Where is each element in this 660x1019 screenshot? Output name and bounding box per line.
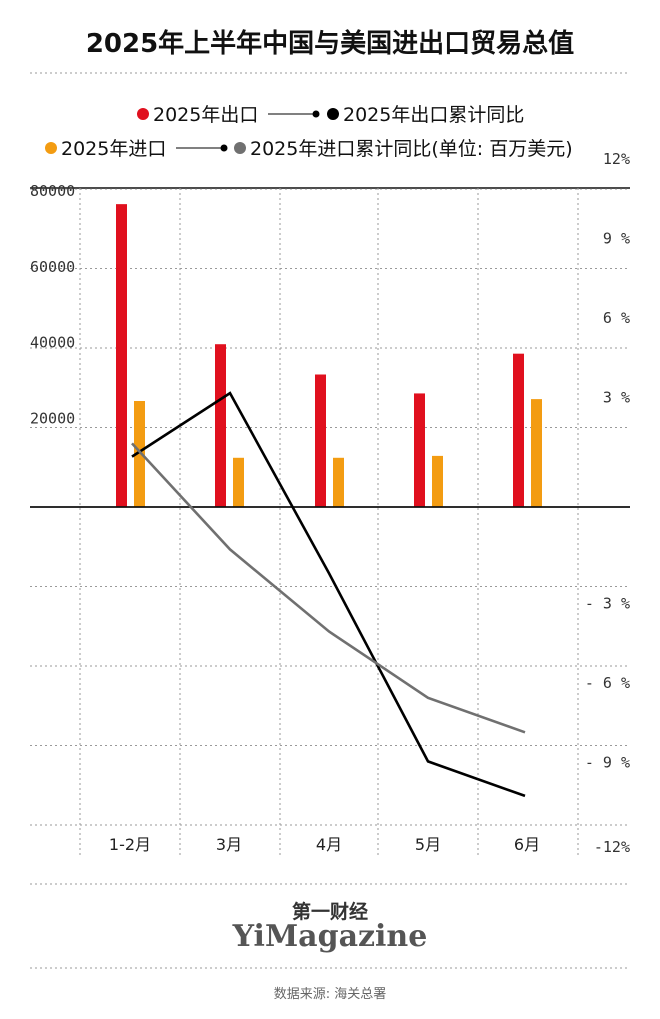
line-import-yoy xyxy=(131,442,526,734)
legend-export-yoy: 2025年出口累计同比 xyxy=(268,104,524,126)
bar-import-2 xyxy=(333,457,344,507)
legend-export-swatch xyxy=(137,108,149,120)
category-label: 6月 xyxy=(514,835,540,854)
category-label: 1-2月 xyxy=(109,835,151,854)
legend-import-yoy-text: 2025年进口累计同比 xyxy=(250,138,431,160)
legend-import-yoy-swatch xyxy=(234,142,246,154)
right-tick-label: - 9 % xyxy=(585,754,630,772)
bars xyxy=(116,204,542,507)
legend-import-label: 2025年进口 xyxy=(61,138,166,160)
legend-import-yoy: 2025年进口累计同比(单位: 百万美元) xyxy=(176,138,573,160)
legend-import: 2025年进口 xyxy=(45,138,166,160)
bar-import-3 xyxy=(432,455,443,507)
category-label: 3月 xyxy=(216,835,242,854)
right-tick-label: 12% xyxy=(603,150,630,168)
category-label: 4月 xyxy=(316,835,342,854)
legend-import-yoy-label: 2025年进口累计同比(单位: 百万美元) xyxy=(250,138,573,160)
legend-export-yoy-dot xyxy=(312,110,320,118)
bar-import-1 xyxy=(233,457,244,507)
bar-export-1 xyxy=(215,344,226,507)
legend-export-label: 2025年出口 xyxy=(153,104,258,126)
left-tick-label: 40000 xyxy=(30,334,75,352)
bar-export-4 xyxy=(513,353,524,507)
gridlines xyxy=(30,188,630,856)
legend-export: 2025年出口 xyxy=(137,104,258,126)
right-tick-label: 3 % xyxy=(603,389,630,407)
left-tick-label: 20000 xyxy=(30,409,75,427)
right-tick-label: - 3 % xyxy=(585,595,630,613)
chart-title: 2025年上半年中国与美国进出口贸易总值 xyxy=(86,28,574,59)
right-tick-label: -12% xyxy=(594,838,630,856)
bar-import-0 xyxy=(134,401,145,507)
bar-export-2 xyxy=(315,374,326,507)
left-tick-label: 60000 xyxy=(30,258,75,276)
legend-export-yoy-swatch xyxy=(327,108,339,120)
bar-export-0 xyxy=(116,204,127,507)
right-tick-label: 6 % xyxy=(603,309,630,327)
right-axis-ticks: 12% 9 % 6 % 3 % - 3 % - 6 % - 9 % -12% xyxy=(585,150,630,856)
yoy-lines xyxy=(131,391,526,798)
legend-import-swatch xyxy=(45,142,57,154)
line-export-yoy xyxy=(131,391,526,798)
unit-note: (单位: 百万美元) xyxy=(431,138,572,160)
bar-export-3 xyxy=(414,393,425,507)
legend-export-yoy-label: 2025年出口累计同比 xyxy=(343,104,524,126)
category-label: 5月 xyxy=(415,835,441,854)
left-axis-ticks: 20000 40000 60000 80000 xyxy=(30,182,75,427)
category-labels: 1-2月 3月 4月 5月 6月 xyxy=(109,835,540,854)
logo-cn: 第一财经 xyxy=(292,900,368,923)
right-tick-label: - 6 % xyxy=(585,674,630,692)
left-tick-label: 80000 xyxy=(30,182,75,200)
logo-en: YiMagazine xyxy=(232,919,428,954)
source-note: 数据来源: 海关总署 xyxy=(274,987,387,1002)
right-tick-label: 9 % xyxy=(603,230,630,248)
legend-import-yoy-dot xyxy=(220,144,228,152)
bar-import-4 xyxy=(531,399,542,507)
